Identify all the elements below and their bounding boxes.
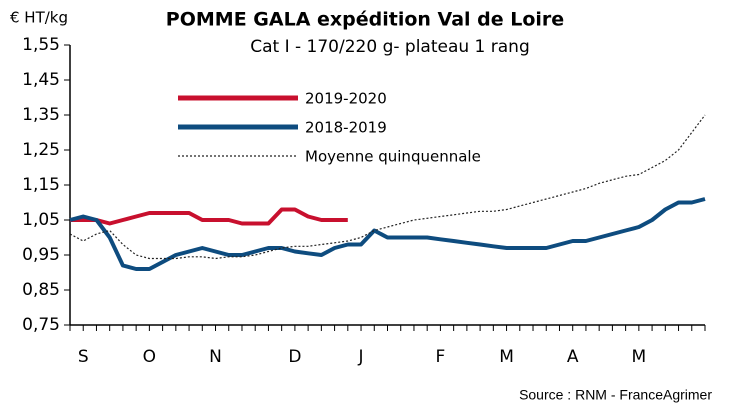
x-tick-label: O (143, 347, 156, 367)
x-tick-label: A (567, 347, 579, 367)
series-line (69, 114, 706, 260)
x-tick-label: J (358, 347, 364, 367)
y-tick-label: 0,75 (22, 315, 60, 335)
source: Source : RNM - FranceAgrimer (519, 387, 712, 403)
legend-label: 2018-2019 (305, 119, 387, 137)
y-tick-label: 1,25 (22, 140, 60, 160)
series-line (69, 197, 706, 271)
y-tick-label: 1,45 (22, 70, 60, 90)
x-tick-label: M (632, 347, 647, 367)
chart-subtitle: Cat I - 170/220 g- plateau 1 rang (250, 37, 530, 57)
chart-title: POMME GALA expédition Val de Loire (166, 9, 564, 31)
y-tick-label: 1,35 (22, 105, 60, 125)
series-line (70, 207, 348, 226)
y-tick-label: 1,15 (22, 175, 60, 195)
y-tick-label: 0,85 (22, 280, 60, 300)
legend-label: Moyenne quinquennale (305, 148, 481, 166)
legend-label: 2019-2020 (305, 90, 387, 108)
x-tick-label: D (288, 347, 301, 367)
x-tick-label: M (499, 347, 514, 367)
x-tick-label: N (209, 347, 222, 367)
y-tick-label: 0,95 (22, 245, 60, 265)
y-axis-label: € HT/kg (10, 9, 68, 27)
y-tick-label: 1,05 (22, 210, 60, 230)
x-tick-label: F (436, 347, 446, 367)
x-tick-label: S (78, 347, 89, 367)
y-tick-label: 1,55 (22, 35, 60, 55)
